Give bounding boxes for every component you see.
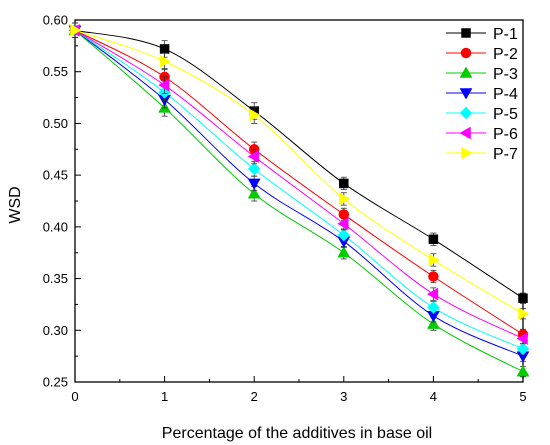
data-point-P-2 [428,271,439,282]
legend-label: P-3 [493,66,518,83]
x-tick-label: 3 [340,389,347,404]
data-point-P-6 [247,150,259,163]
legend-item: P-6 [446,126,518,143]
legend-label: P-5 [493,106,518,123]
x-tick-label: 5 [519,389,526,404]
data-point-P-3 [516,365,530,377]
series-line-P-6 [74,29,524,340]
series-markers [68,22,530,378]
data-point-P-4 [247,178,261,190]
data-point-P-3 [426,317,440,329]
x-tick-label: 0 [71,389,78,404]
legend: P-1 P-2 P-3 P-4 P-5 P-6 P-7 [446,26,518,163]
legend-item: P-2 [446,46,518,63]
data-point-P-7 [249,108,261,122]
data-point-P-7 [159,54,172,68]
legend-marker [460,47,472,59]
y-tick-label: 0.55 [43,64,68,79]
x-axis: 0 1 2 3 4 5 [71,376,527,404]
data-point-P-7 [518,307,530,321]
series-line-P-2 [74,29,524,335]
data-point-P-1 [339,178,349,189]
y-tick-label: 0.45 [43,168,68,183]
series-curves [74,29,524,373]
legend-item: P-4 [446,86,518,103]
y-tick-label: 0.60 [43,13,68,28]
x-axis-label: Percentage of the additives in base oil [162,425,432,442]
legend-marker [459,66,473,78]
data-point-P-5 [337,228,351,242]
legend-label: P-1 [493,26,518,43]
legend-label: P-7 [493,146,518,163]
y-tick-label: 0.35 [43,271,68,286]
legend-marker [461,146,473,160]
y-tick-label: 0.40 [43,219,68,234]
legend-label: P-2 [493,46,518,63]
data-point-P-3 [247,187,261,199]
legend-item: P-5 [446,106,518,123]
data-point-P-7 [428,253,440,267]
data-point-P-5 [516,342,530,356]
data-point-P-7 [70,23,82,37]
data-point-P-5 [427,301,440,314]
data-point-P-1 [428,234,439,245]
x-tick-label: 1 [161,389,168,404]
x-tick-label: 2 [251,389,258,404]
legend-marker [459,106,473,120]
y-tick-label: 0.25 [43,375,68,390]
legend-item: P-7 [446,146,518,163]
data-point-P-6 [516,332,528,345]
y-axis: 0.25 0.30 0.35 0.40 0.45 0.50 0.55 0.60 [43,13,81,390]
data-point-P-6 [426,287,439,301]
legend-marker [459,126,471,140]
y-axis-label: WSD [7,186,24,223]
x-tick-label: 4 [430,389,437,404]
data-point-P-7 [339,192,351,206]
legend-label: P-6 [493,126,518,143]
legend-marker [459,88,473,100]
legend-item: P-3 [446,66,518,83]
legend-item: P-1 [446,26,518,43]
y-tick-label: 0.50 [43,116,68,131]
legend-marker [461,28,471,38]
data-point-P-6 [337,217,349,231]
y-tick-label: 0.30 [43,323,68,338]
legend-label: P-4 [493,86,518,103]
series-line-P-3 [74,29,524,373]
data-point-P-5 [247,162,261,176]
data-point-P-1 [159,44,170,54]
data-point-P-1 [518,293,528,303]
data-point-P-3 [337,246,351,258]
data-point-P-6 [158,78,170,92]
